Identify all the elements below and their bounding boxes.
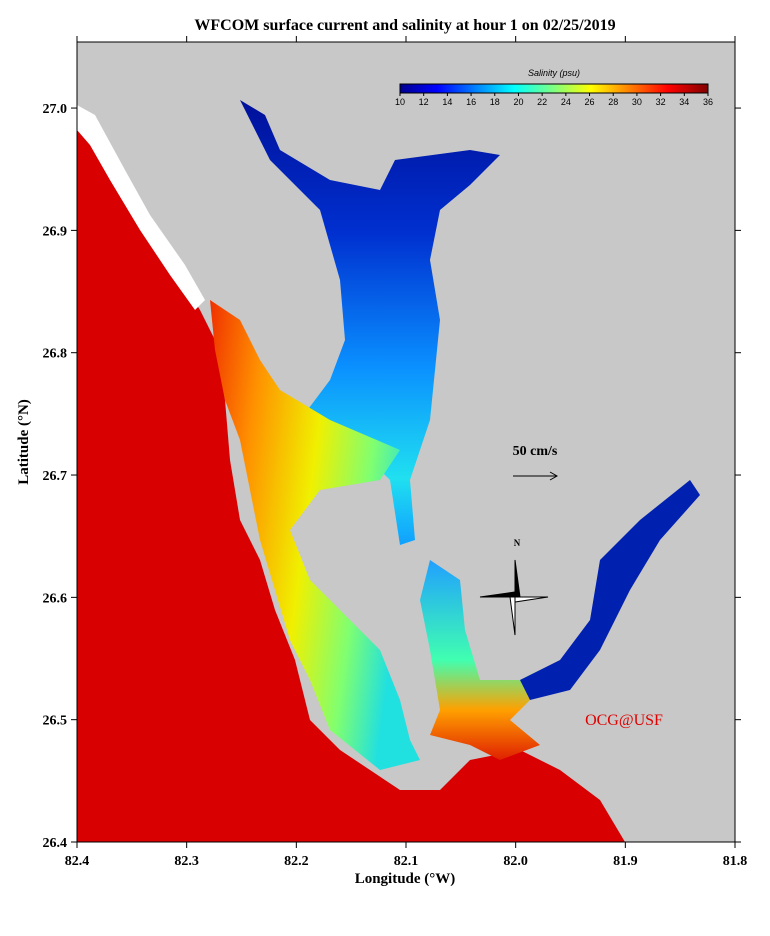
colorbar-tick-label: 16 xyxy=(466,97,476,107)
colorbar-title: Salinity (psu) xyxy=(528,68,580,78)
map-title: WFCOM surface current and salinity at ho… xyxy=(194,17,615,34)
colorbar-tick-label: 14 xyxy=(442,97,452,107)
x-tick-label: 81.8 xyxy=(723,854,748,869)
y-tick-label: 27.0 xyxy=(43,102,68,117)
compass-rose xyxy=(479,559,549,636)
scale-label: 50 cm/s xyxy=(513,444,558,459)
colorbar-tick-label: 26 xyxy=(585,97,595,107)
pine-island-sound xyxy=(210,300,420,770)
x-tick-label: 82.3 xyxy=(174,854,199,869)
colorbar-tick-label: 28 xyxy=(608,97,618,107)
y-tick-label: 26.5 xyxy=(43,714,68,729)
y-axis-label: Latitude (°N) xyxy=(16,399,32,485)
y-tick-label: 26.7 xyxy=(43,469,68,484)
north-harbor xyxy=(240,100,500,545)
compass-label: N xyxy=(514,538,521,548)
colorbar-tick-label: 36 xyxy=(703,97,713,107)
colorbar xyxy=(399,83,709,94)
x-tick-label: 82.1 xyxy=(394,854,419,869)
colorbar-tick-label: 34 xyxy=(679,97,689,107)
y-tick-label: 26.6 xyxy=(43,591,68,606)
y-tick-label: 26.8 xyxy=(43,347,68,362)
caloosahatchee-river xyxy=(520,480,700,700)
map-area xyxy=(77,42,735,842)
x-tick-label: 82.2 xyxy=(284,854,309,869)
x-tick-label: 82.4 xyxy=(65,854,90,869)
colorbar-tick-label: 10 xyxy=(395,97,405,107)
colorbar-tick-label: 30 xyxy=(632,97,642,107)
colorbar-tick-label: 18 xyxy=(490,97,500,107)
colorbar-tick-label: 20 xyxy=(513,97,523,107)
x-tick-label: 81.9 xyxy=(613,854,638,869)
x-axis-label: Longitude (°W) xyxy=(355,871,456,887)
y-tick-label: 26.9 xyxy=(43,224,68,239)
colorbar-tick-label: 12 xyxy=(419,97,429,107)
credit: OCG@USF xyxy=(585,712,663,729)
y-tick-label: 26.4 xyxy=(43,836,68,851)
x-tick-label: 82.0 xyxy=(503,854,528,869)
lower-caloosahatchee xyxy=(420,560,540,760)
colorbar-tick-label: 22 xyxy=(537,97,547,107)
shore-white xyxy=(77,105,205,310)
gulf-water xyxy=(77,128,625,842)
colorbar-tick-label: 32 xyxy=(656,97,666,107)
scale-arrow xyxy=(513,471,559,481)
colorbar-tick-label: 24 xyxy=(561,97,571,107)
